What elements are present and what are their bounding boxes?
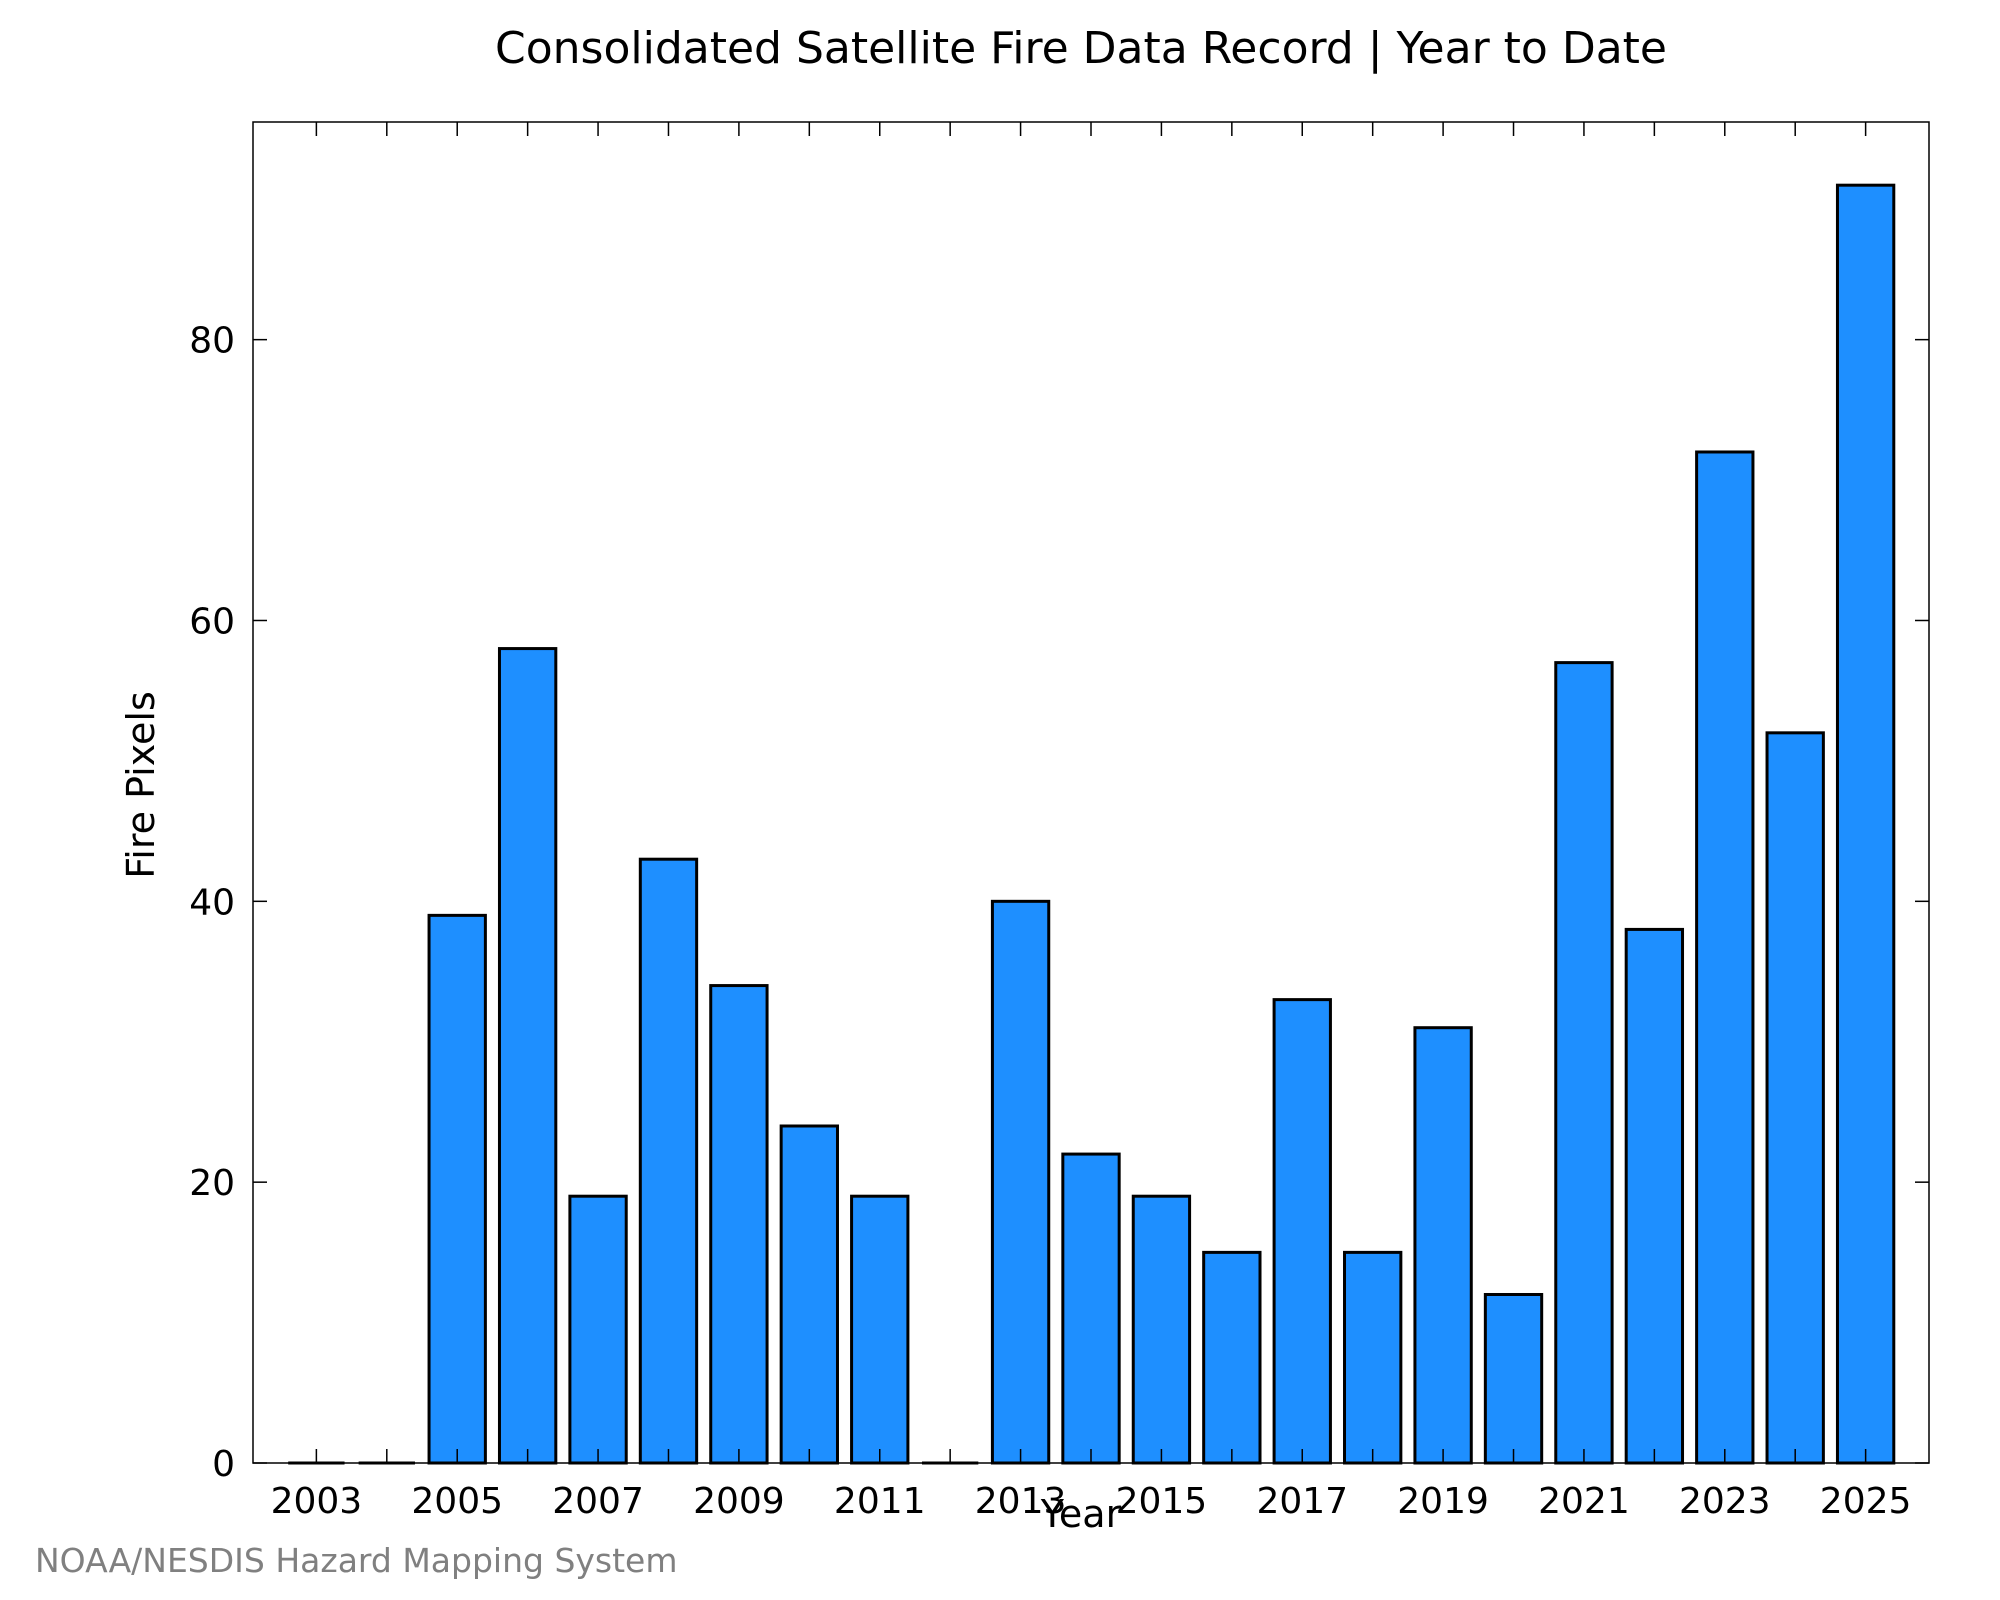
- bar-2006: [497, 647, 558, 1465]
- x-axis-label: Year: [1040, 1492, 1122, 1536]
- bar-2008: [638, 857, 699, 1465]
- y-tick-label-80: 80: [189, 321, 235, 362]
- x-tick-label-2021: 2021: [1538, 1481, 1630, 1522]
- x-tick-label-2023: 2023: [1679, 1481, 1771, 1522]
- y-tick-label-40: 40: [189, 882, 235, 923]
- y-axis-label: Fire Pixels: [119, 691, 163, 879]
- x-tick-label-2015: 2015: [1116, 1481, 1208, 1522]
- bar-2021: [1554, 661, 1614, 1465]
- x-tick-label-2025: 2025: [1820, 1481, 1912, 1522]
- y-tick-label-0: 0: [212, 1444, 235, 1485]
- bar-2025: [1835, 183, 1896, 1465]
- bar-2019: [1413, 1026, 1473, 1465]
- bar-2009: [709, 984, 769, 1465]
- bar-2014: [1061, 1152, 1121, 1465]
- bar-2024: [1765, 731, 1825, 1465]
- x-tick-label-2003: 2003: [271, 1481, 363, 1522]
- bar-2017: [1272, 998, 1332, 1465]
- x-tick-label-2009: 2009: [693, 1481, 785, 1522]
- bar-2016: [1202, 1250, 1262, 1465]
- y-tick-label-60: 60: [189, 601, 235, 642]
- x-tick-label-2019: 2019: [1397, 1481, 1489, 1522]
- bar-2018: [1343, 1250, 1403, 1465]
- bar-2005: [427, 913, 487, 1465]
- bar-2007: [568, 1194, 628, 1465]
- bars-group: [288, 183, 1896, 1465]
- ticks-group: 0 20 40 60 80 2003 2005 2007 2009 2011 2013 2015 201…: [189, 122, 1929, 1522]
- bar-2023: [1695, 450, 1755, 1465]
- chart-title: Consolidated Satellite Fire Data Record …: [495, 23, 1667, 74]
- bar-2015: [1131, 1194, 1192, 1465]
- bar-2010: [779, 1124, 839, 1465]
- credit-text: NOAA/NESDIS Hazard Mapping System: [35, 1541, 678, 1580]
- x-tick-label-2011: 2011: [834, 1481, 926, 1522]
- bar-2022: [1624, 927, 1685, 1465]
- bar-2020: [1483, 1292, 1544, 1465]
- x-tick-label-2017: 2017: [1256, 1481, 1348, 1522]
- x-tick-label-2005: 2005: [411, 1481, 503, 1522]
- bar-2013: [990, 899, 1051, 1465]
- bar-2011: [850, 1194, 910, 1465]
- y-tick-label-20: 20: [189, 1163, 235, 1204]
- x-tick-label-2007: 2007: [552, 1481, 644, 1522]
- x-tick-label-2013: 2013: [975, 1481, 1067, 1522]
